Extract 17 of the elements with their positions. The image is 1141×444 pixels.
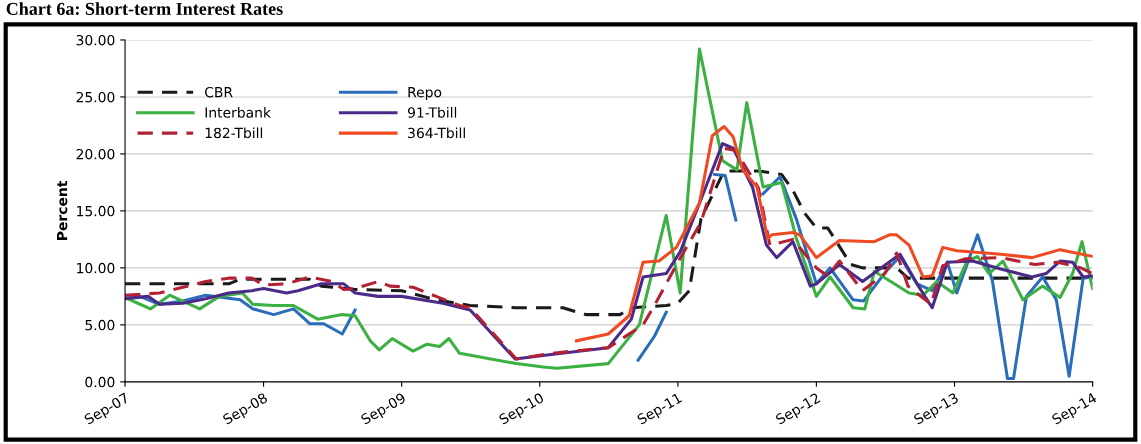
legend-label: CBR [205,86,233,98]
y-tick-label: 25.00 [76,91,115,103]
y-tick-label: 0.00 [85,376,115,388]
legend-label: Repo [408,87,442,101]
y-tick-label: 5.00 [85,319,115,331]
line-series [574,125,1093,343]
legend-label: Interbank [205,107,271,118]
legend-label: 364-Tbill [408,127,465,139]
y-tick-label: 30.00 [76,34,115,46]
y-tick-label: 20.00 [76,148,115,160]
legend-label: 91-Tbill [407,107,457,118]
legend-label: 182-Tbill [205,127,263,139]
chart-title: Chart 6a: Short-term Interest Rates [6,2,283,16]
line-series [125,47,1093,370]
y-axis-title: Percent [57,180,68,240]
y-tick-label: 15.00 [77,205,115,217]
y-tick-label: 10.00 [77,262,115,274]
